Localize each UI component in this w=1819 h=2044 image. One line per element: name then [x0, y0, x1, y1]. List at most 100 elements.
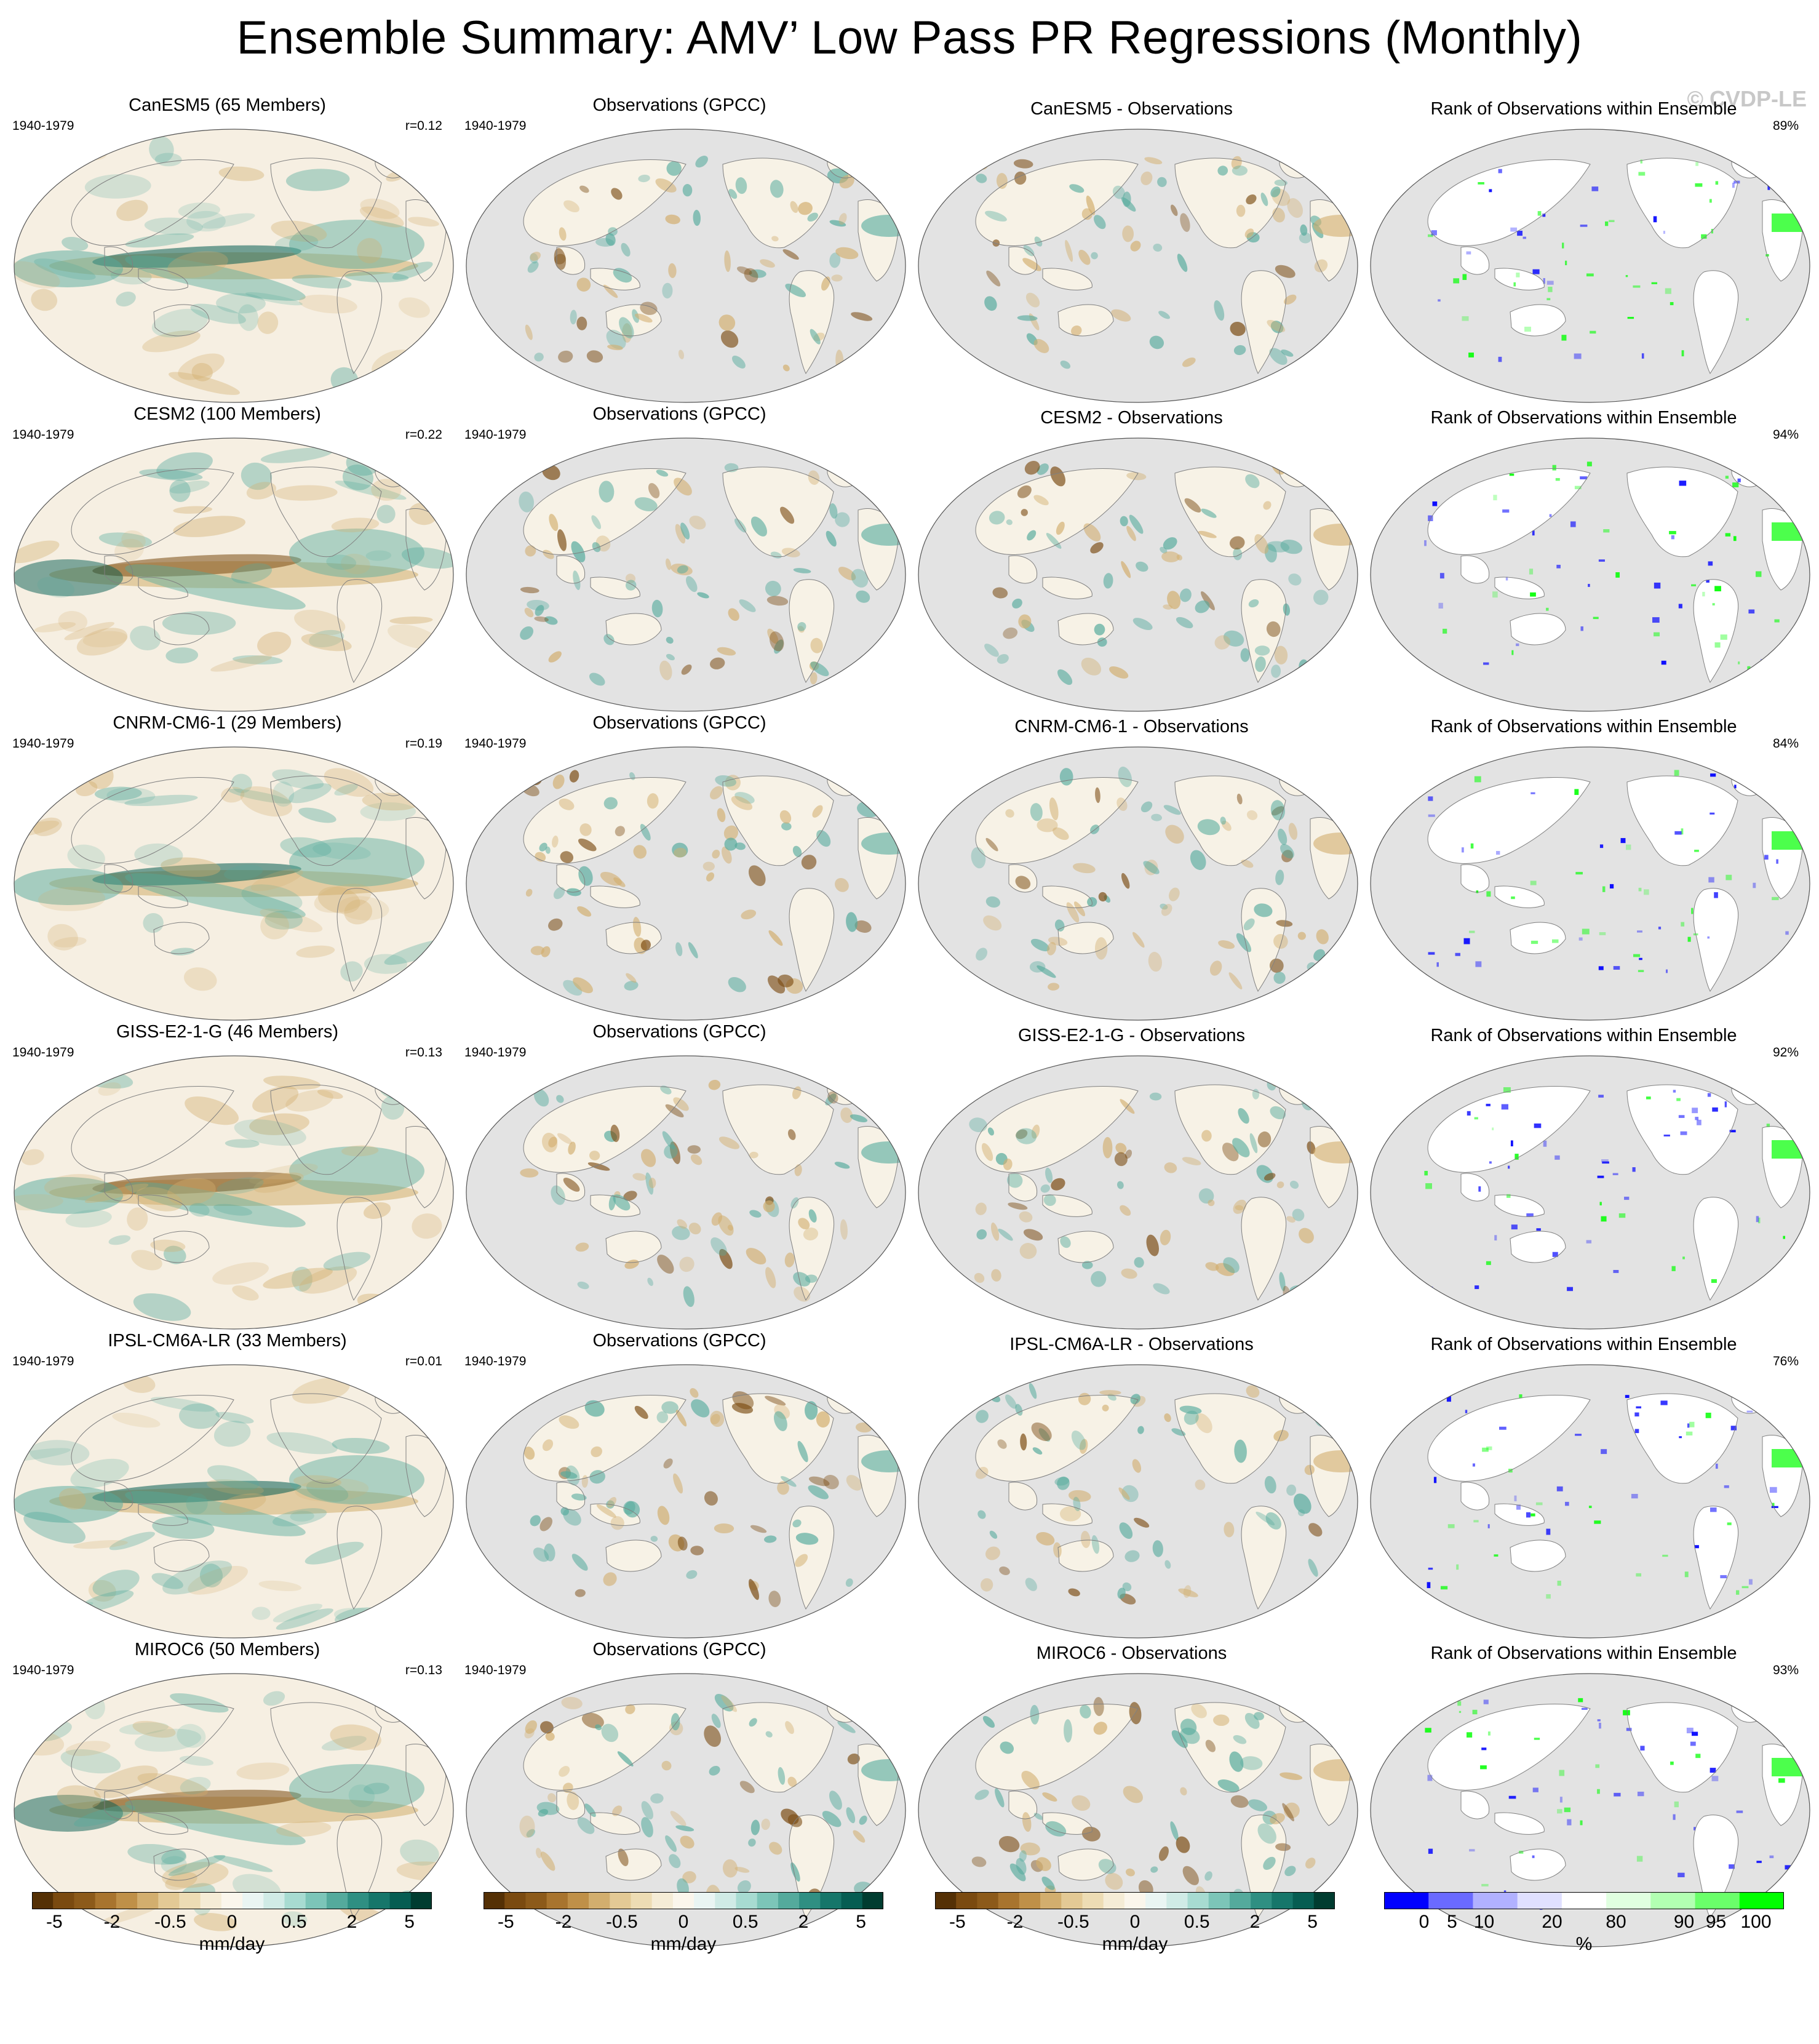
map-panel-rank: Rank of Observations within Ensemble 92% [1356, 1022, 1811, 1331]
panel-title: CESM2 (100 Members) [133, 404, 321, 424]
period-label: 1940-1979 [12, 428, 74, 442]
period-label: 1940-1979 [12, 737, 74, 751]
rank-percent: 89% [1772, 119, 1799, 133]
pattern-correlation: r=0.01 [405, 1354, 442, 1368]
world-map [1370, 129, 1810, 403]
period-label: 1940-1979 [12, 1045, 74, 1060]
world-map [918, 437, 1358, 712]
panel-title: Rank of Observations within Ensemble [1430, 717, 1737, 737]
colorbar-tick-label: 5 [404, 1912, 415, 1932]
colorbar-tick-label: -0.5 [606, 1912, 638, 1932]
map-panel-diff: CNRM-CM6-1 - Observations [904, 713, 1359, 1023]
colorbar-tick-label: 0 [1129, 1912, 1140, 1932]
panel-title: GISS-E2-1-G - Observations [1017, 1026, 1246, 1045]
panel-title: CanESM5 - Observations [1030, 99, 1233, 119]
period-label: 1940-1979 [464, 428, 527, 442]
colorbar-ticks: -5 -2 -0.5 0 0.5 2 5 [484, 1910, 883, 1933]
world-map [14, 437, 454, 712]
period-label: 1940-1979 [12, 1663, 74, 1677]
colorbar-units: mm/day [199, 1934, 265, 1954]
colorbar-tick-label: -2 [555, 1912, 572, 1932]
colorbar-tick-label: 0.5 [732, 1912, 758, 1932]
map-panel-diff: IPSL-CM6A-LR - Observations [904, 1331, 1359, 1640]
world-map [466, 1364, 906, 1639]
world-map [918, 129, 1358, 403]
map-panel-model: CESM2 (100 Members) 1940-1979 r=0.22 [0, 404, 455, 714]
colorbar-model: -5 -2 -0.5 0 0.5 2 5 mm/day [32, 1892, 432, 1955]
colorbar-ticks: -5 -2 -0.5 0 0.5 2 5 [935, 1910, 1335, 1933]
world-map [466, 1055, 906, 1330]
colorbar-tick-label: -2 [1006, 1912, 1024, 1932]
world-map [14, 129, 454, 403]
colorbar-swatches [935, 1892, 1335, 1909]
pattern-correlation: r=0.19 [405, 737, 442, 751]
colorbar-units: mm/day [1102, 1934, 1168, 1954]
colorbar-diff: -5 -2 -0.5 0 0.5 2 5 mm/day [935, 1892, 1335, 1955]
colorbar-tick-label: 0 [226, 1912, 237, 1932]
map-panel-diff: CESM2 - Observations [904, 404, 1359, 714]
map-panel-model: MIROC6 (50 Members) 1940-1979 r=0.13 [0, 1640, 455, 1949]
panel-title: Observations (GPCC) [592, 1331, 766, 1351]
panel-title: Rank of Observations within Ensemble [1430, 1643, 1737, 1663]
watermark: © CVDP-LE [1687, 86, 1807, 111]
world-map [466, 437, 906, 712]
map-panel-model: CNRM-CM6-1 (29 Members) 1940-1979 r=0.19 [0, 713, 455, 1023]
colorbar-units: mm/day [650, 1934, 717, 1954]
pattern-correlation: r=0.12 [405, 119, 442, 133]
world-map [918, 1673, 1358, 1947]
colorbar-tick-label: 80 [1606, 1912, 1626, 1932]
map-panel-obs: Observations (GPCC) 1940-1979 [452, 95, 907, 405]
colorbar-swatches [32, 1892, 432, 1909]
colorbar-tick-label: -2 [103, 1912, 121, 1932]
colorbar-tick-label: -5 [46, 1912, 63, 1932]
period-label: 1940-1979 [464, 1045, 527, 1060]
map-panel-diff: CanESM5 - Observations [904, 95, 1359, 405]
colorbar-tick-label: 5 [1307, 1912, 1318, 1932]
colorbar-tick-label: 2 [346, 1912, 357, 1932]
colorbar-tick-label: 2 [798, 1912, 809, 1932]
colorbar-tick-label: 5 [856, 1912, 866, 1932]
map-panel-diff: GISS-E2-1-G - Observations [904, 1022, 1359, 1331]
colorbar-rank: 0 5 10 20 80 90 95 100 % [1384, 1892, 1784, 1955]
map-panel-rank: Rank of Observations within Ensemble 93% [1356, 1640, 1811, 1949]
colorbar-tick-label: 20 [1542, 1912, 1562, 1932]
world-map [918, 1364, 1358, 1639]
panel-title: CNRM-CM6-1 - Observations [1014, 717, 1249, 737]
pattern-correlation: r=0.22 [405, 428, 442, 442]
world-map [1370, 1673, 1810, 1947]
colorbar-ticks: -5 -2 -0.5 0 0.5 2 5 [32, 1910, 432, 1933]
period-label: 1940-1979 [12, 119, 74, 133]
world-map [466, 129, 906, 403]
colorbar-tick-label: 10 [1473, 1912, 1495, 1932]
panel-title: Observations (GPCC) [592, 404, 766, 424]
panel-title: CNRM-CM6-1 (29 Members) [113, 713, 342, 733]
world-map [14, 1673, 454, 1947]
map-panel-rank: Rank of Observations within Ensemble 94% [1356, 404, 1811, 714]
world-map [14, 746, 454, 1021]
period-label: 1940-1979 [464, 1354, 527, 1368]
map-panel-rank: Rank of Observations within Ensemble 84% [1356, 713, 1811, 1023]
panel-title: IPSL-CM6A-LR (33 Members) [108, 1331, 347, 1351]
rank-percent: 92% [1772, 1045, 1799, 1060]
map-panel-obs: Observations (GPCC) 1940-1979 [452, 404, 907, 714]
panel-title: IPSL-CM6A-LR - Observations [1009, 1335, 1254, 1354]
colorbar-tick-label: -5 [949, 1912, 966, 1932]
colorbar-swatches [1384, 1892, 1784, 1909]
panel-title: GISS-E2-1-G (46 Members) [116, 1022, 338, 1042]
colorbar-tick-label: 0 [1419, 1912, 1430, 1932]
colorbar-obs: -5 -2 -0.5 0 0.5 2 5 mm/day [484, 1892, 883, 1955]
panel-title: MIROC6 - Observations [1036, 1643, 1227, 1663]
colorbar-tick-label: 2 [1249, 1912, 1260, 1932]
period-label: 1940-1979 [464, 119, 527, 133]
panel-title: Rank of Observations within Ensemble [1430, 99, 1737, 119]
panel-title: CESM2 - Observations [1040, 408, 1223, 428]
world-map [918, 1055, 1358, 1330]
colorbar-swatches [484, 1892, 883, 1909]
map-panel-model: IPSL-CM6A-LR (33 Members) 1940-1979 r=0.01 [0, 1331, 455, 1640]
colorbar-tick-label: 0.5 [1184, 1912, 1210, 1932]
panel-title: Observations (GPCC) [592, 713, 766, 733]
panel-title: MIROC6 (50 Members) [134, 1640, 320, 1659]
panel-title: Rank of Observations within Ensemble [1430, 1026, 1737, 1045]
figure-title: Ensemble Summary: AMV’ Low Pass PR Regre… [236, 12, 1583, 64]
colorbar-tick-label: -0.5 [154, 1912, 186, 1932]
